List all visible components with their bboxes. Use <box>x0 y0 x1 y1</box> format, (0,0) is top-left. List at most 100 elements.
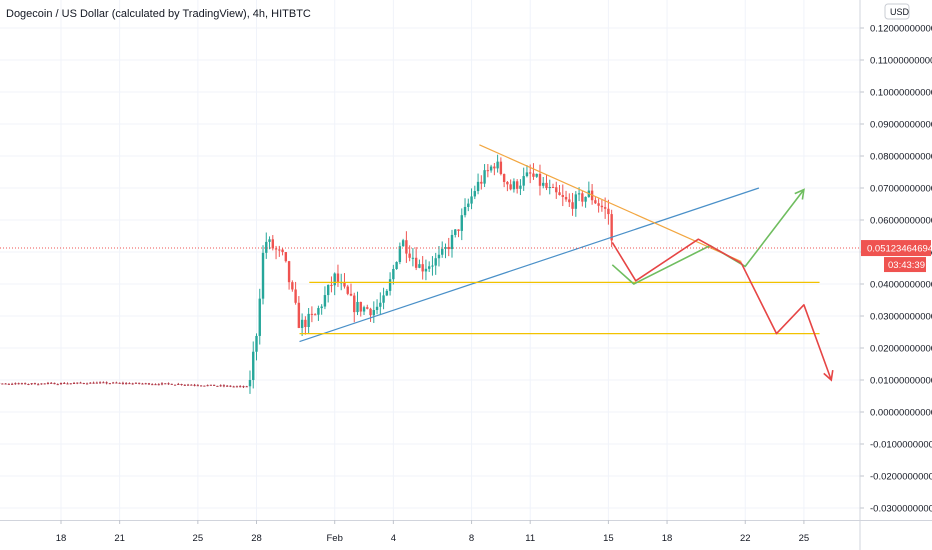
candle-body <box>209 384 212 386</box>
bullish-projection-path-arrowhead <box>794 188 805 200</box>
candle-body <box>193 384 196 386</box>
candle-body <box>294 289 297 303</box>
candle-body <box>177 384 180 386</box>
candle-body <box>385 290 389 296</box>
candle-body <box>607 208 610 215</box>
candle-body <box>313 314 317 316</box>
candle-body <box>353 295 356 313</box>
candle-body <box>261 252 265 299</box>
candle-body <box>173 384 177 386</box>
candle-body <box>82 383 85 385</box>
candle-body <box>287 261 291 283</box>
candle-body <box>229 385 232 387</box>
candle-body <box>542 182 545 186</box>
candle-body <box>454 229 457 235</box>
candle-body <box>597 203 600 206</box>
candle-body <box>525 172 529 177</box>
candle-body <box>470 196 473 204</box>
candle-body <box>43 383 46 385</box>
candle-body <box>50 382 53 384</box>
candle-body <box>268 239 271 242</box>
countdown-label: 03:43:39 <box>888 260 925 271</box>
candle-body <box>206 385 209 387</box>
candle-body <box>467 203 470 207</box>
candle-body <box>603 207 607 209</box>
candle-body <box>512 181 516 190</box>
candle-body <box>59 383 63 385</box>
price-tick-label: 0.01000000000 <box>870 376 932 387</box>
candle-body <box>486 170 490 172</box>
candle-body <box>310 313 314 315</box>
candle-body <box>366 307 369 309</box>
candle-body <box>131 383 134 385</box>
candle-body <box>63 383 66 385</box>
candle-body <box>323 295 327 307</box>
time-tick-label: 22 <box>740 533 751 544</box>
candle-body <box>125 383 128 385</box>
candle-body <box>284 252 288 262</box>
candle-body <box>128 383 131 385</box>
currency-badge-label: USD <box>890 7 910 17</box>
candle-body <box>242 386 245 388</box>
candle-body <box>89 382 92 384</box>
candle-body <box>535 173 538 177</box>
candle-body <box>489 166 493 171</box>
candle-body <box>437 254 441 259</box>
candle-body <box>183 384 186 386</box>
candle-body <box>33 383 37 385</box>
bearish-projection-path[interactable] <box>611 238 833 381</box>
candle-body <box>594 200 597 204</box>
candle-body <box>56 384 59 386</box>
countdown-tag <box>884 257 926 273</box>
candle-body <box>421 264 424 272</box>
candle-body <box>577 193 581 195</box>
candle-body <box>239 386 242 388</box>
candle-body <box>434 258 437 266</box>
bullish-projection-path[interactable] <box>611 189 805 285</box>
candle-body <box>522 176 525 186</box>
candle-body <box>53 382 56 385</box>
drawing-tools <box>0 144 860 382</box>
candlestick-series <box>0 154 613 394</box>
chart-title: Dogecoin / US Dollar (calculated by Trad… <box>6 8 311 20</box>
time-tick-label: Feb <box>327 533 343 544</box>
candle-body <box>1 383 4 385</box>
candle-body <box>134 382 138 384</box>
candle-body <box>141 383 144 385</box>
candle-body <box>476 181 480 192</box>
grid-layer <box>0 0 860 520</box>
candle-body <box>326 284 330 296</box>
candle-body <box>300 319 304 328</box>
candle-body <box>66 383 69 385</box>
time-tick-label: 28 <box>251 533 262 544</box>
price-tick-label: 0.08000000000 <box>870 152 932 163</box>
time-tick-label: 18 <box>662 533 673 544</box>
candle-body <box>200 385 203 387</box>
candle-body <box>320 306 323 309</box>
time-axis[interactable]: 18 21 25 28 Feb 4 8 11 15 18 22 25 <box>0 520 932 544</box>
candle-body <box>108 383 111 385</box>
candle-body <box>7 383 10 385</box>
time-tick-label: 15 <box>603 533 614 544</box>
candle-body <box>450 234 454 250</box>
candle-body <box>356 301 359 313</box>
candle-body <box>216 385 219 387</box>
price-axis[interactable]: 0.12000000000 0.11000000000 0.10000000000 0… <box>859 0 932 550</box>
candle-body <box>480 181 483 184</box>
price-tick-label: 0.07000000000 <box>870 184 932 195</box>
candle-body <box>219 385 222 387</box>
candle-body <box>398 246 402 263</box>
candle-body <box>20 383 23 385</box>
candle-body <box>14 383 17 385</box>
candle-body <box>167 383 170 385</box>
ascending-trendline[interactable] <box>299 187 760 343</box>
candle-body <box>555 187 558 193</box>
candle-body <box>232 386 235 388</box>
candle-body <box>92 382 95 384</box>
candle-body <box>382 295 385 303</box>
currency-badge[interactable] <box>884 3 910 20</box>
descending-trendline[interactable] <box>479 144 742 263</box>
candle-body <box>564 196 568 200</box>
